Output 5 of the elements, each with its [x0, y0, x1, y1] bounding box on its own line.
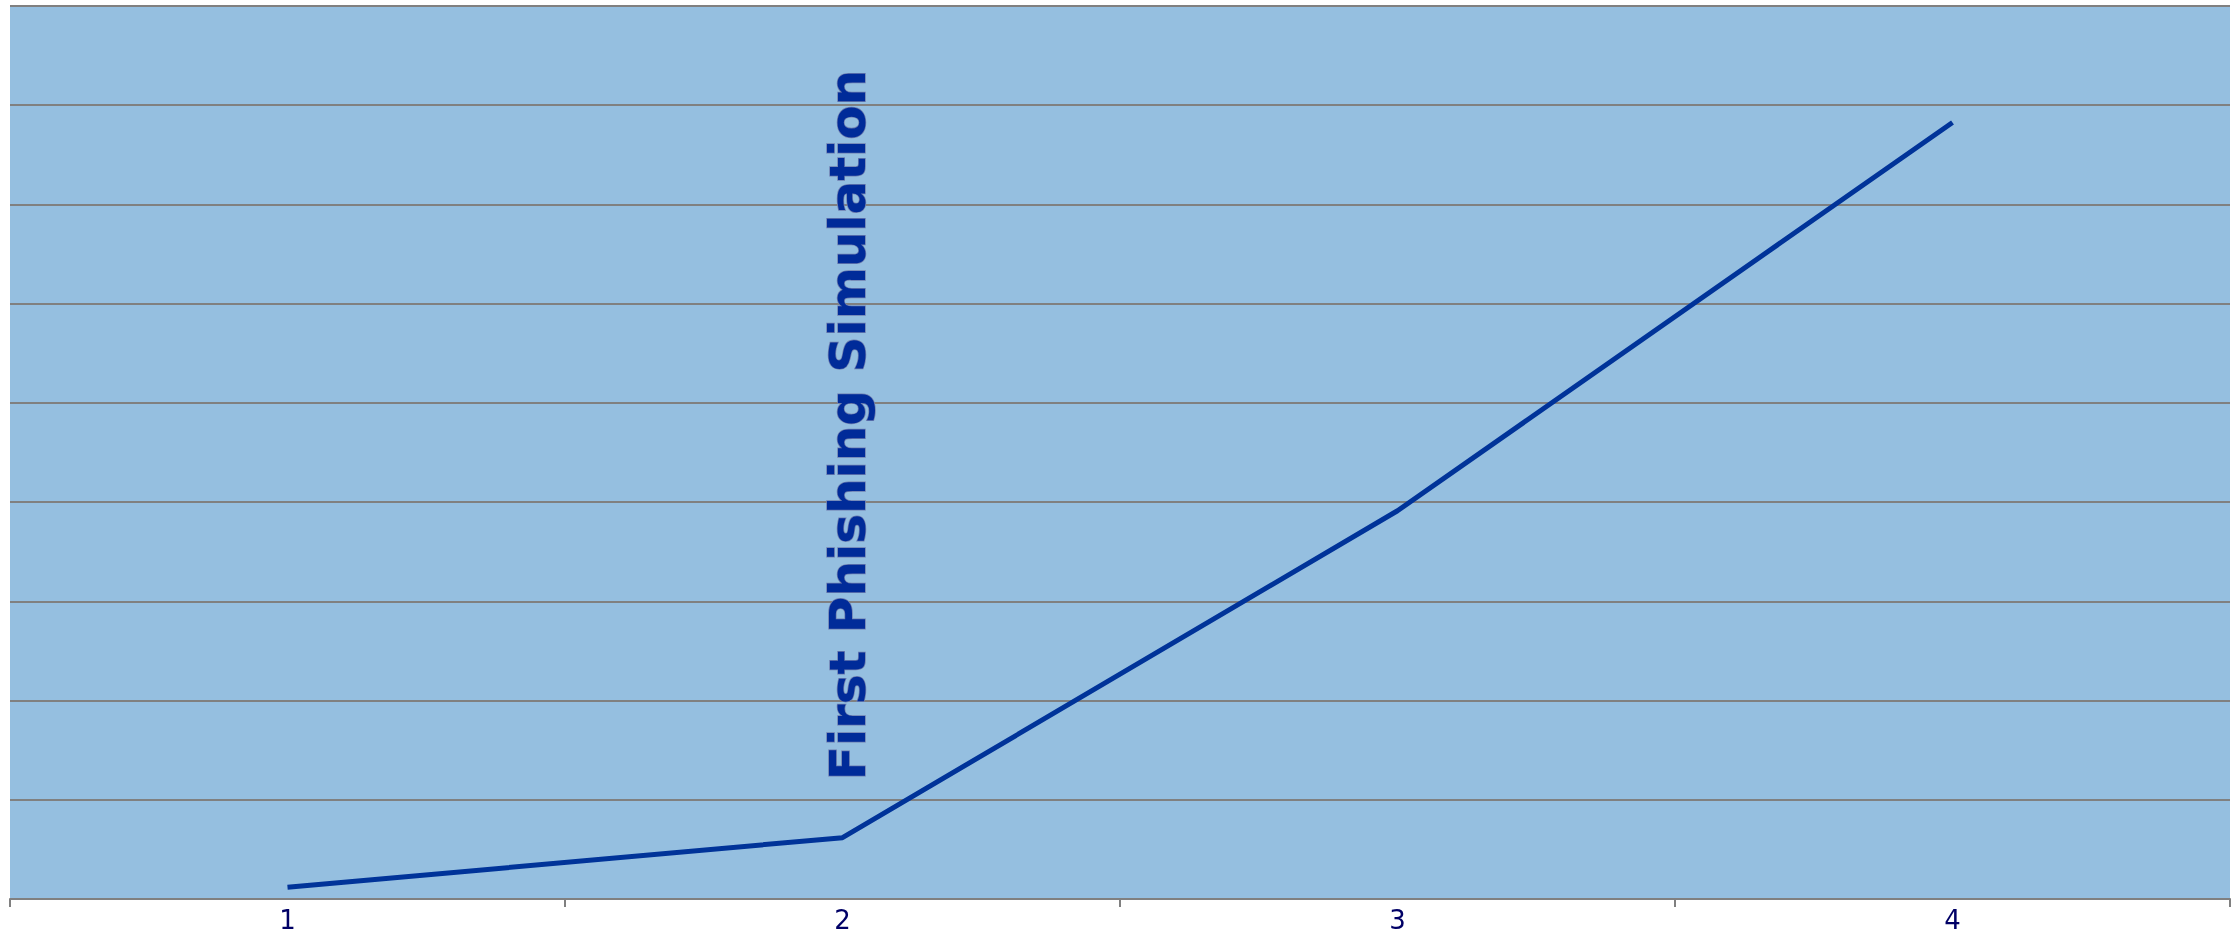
annotation: First Phishing Simulation	[819, 69, 877, 781]
x-tick-label: 3	[1389, 905, 1406, 935]
x-tick-label: 1	[279, 905, 296, 935]
x-tick-label: 4	[1944, 905, 1961, 935]
x-tick-label: 2	[834, 905, 851, 935]
